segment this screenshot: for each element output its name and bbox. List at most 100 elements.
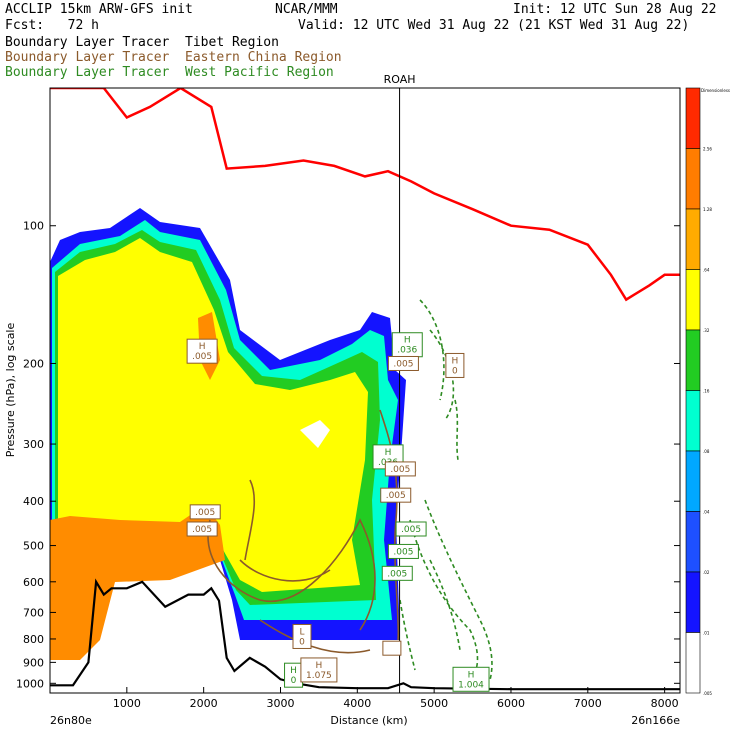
contour-label-box — [292, 623, 312, 649]
contour-label: .005 — [381, 565, 413, 581]
y-tick-label: 600 — [23, 576, 44, 589]
colorbar-level-label: .32 — [703, 328, 710, 333]
contour-label: .005 — [384, 461, 416, 477]
colorbar-level-label: 2.56 — [703, 147, 712, 152]
y-tick-label: 500 — [23, 540, 44, 553]
contour-label-text: L — [299, 627, 304, 637]
y-tick-label: 900 — [23, 656, 44, 669]
x-tick-label: 2000 — [190, 697, 218, 710]
colorbar-segment — [685, 450, 701, 512]
x-axis-start-label: 26n80e — [50, 714, 92, 727]
header-fcst: Fcst: 72 h — [5, 18, 99, 33]
contour-label: H.036 — [391, 332, 423, 358]
tropopause-line — [50, 88, 680, 302]
contour-label: H0 — [445, 352, 465, 378]
west-pacific-contours — [399, 299, 493, 681]
colorbar-level-label: .04 — [703, 510, 710, 515]
colorbar-level-label: .02 — [703, 570, 710, 575]
contour-label: .005 — [189, 504, 221, 520]
y-tick-label: 300 — [23, 438, 44, 451]
y-tick-label: 700 — [23, 606, 44, 619]
contour-label-box — [186, 521, 218, 537]
x-tick-label: 7000 — [574, 697, 602, 710]
contour-label-text: .005 — [387, 569, 407, 579]
y-tick-label: 100 — [23, 220, 44, 233]
contour-label-box — [391, 332, 423, 358]
contour-label: H1.004 — [452, 666, 490, 692]
colorbar-segment — [685, 208, 701, 270]
contour-label: H.005 — [186, 338, 218, 364]
contour-label-text: 0 — [291, 676, 297, 686]
contour-label-box — [387, 355, 419, 371]
contour-label-text: H — [290, 666, 297, 676]
y-axis-label: Pressure (hPa), log scale — [4, 323, 17, 458]
contour-label-text: H — [316, 661, 323, 671]
y-tick-label: 200 — [23, 357, 44, 370]
contour-label-text: 0 — [299, 637, 305, 647]
contour-label-text: .005 — [192, 525, 212, 535]
contour-label: L0 — [292, 623, 312, 649]
contour-label-box — [189, 504, 221, 520]
contour-label-text: H — [199, 342, 206, 352]
contour-label: H1.075 — [300, 657, 338, 683]
x-tick-label: 8000 — [651, 697, 679, 710]
contour-label-text: .005 — [195, 508, 215, 518]
contour-label-box — [384, 461, 416, 477]
legend-entry-west-pacific: Boundary Layer Tracer West Pacific Regio… — [5, 65, 334, 80]
contour-label-text: 0 — [452, 366, 458, 376]
x-tick-label: 6000 — [497, 697, 525, 710]
colorbar-segment — [685, 329, 701, 391]
contour-label-box — [395, 521, 427, 537]
colorbar-segment — [685, 571, 701, 633]
x-tick-label: 1000 — [113, 697, 141, 710]
colorbar-level-label: .64 — [703, 268, 710, 273]
contour-label-text: .005 — [393, 359, 413, 369]
contour-label-text: .005 — [390, 465, 410, 475]
colorbar-segment — [685, 87, 701, 149]
contour-label-box — [186, 338, 218, 364]
y-tick-label: 400 — [23, 495, 44, 508]
colorbar-segment — [685, 632, 701, 694]
header-org: NCAR/MMM — [275, 2, 338, 17]
x-tick-label: 4000 — [343, 697, 371, 710]
contour-label-text: 1.004 — [458, 680, 484, 690]
contour-label-text: .005 — [192, 352, 212, 362]
tracer-fill-cyan-pocket — [300, 420, 330, 448]
x-axis-end-label: 26n166e — [631, 714, 680, 727]
x-axis-label: Distance (km) — [330, 714, 407, 727]
tracer-fill-yellow — [58, 238, 368, 592]
y-tick-label: 1000 — [16, 677, 44, 690]
contour-label-text: H — [404, 336, 411, 346]
colorbar-level-label: .08 — [703, 449, 710, 454]
plot-frame — [49, 87, 681, 694]
legend-entry-tibet: Boundary Layer Tracer Tibet Region — [5, 35, 279, 50]
contour-label-box — [381, 565, 413, 581]
colorbar: Dimensionless 2.56 1.28 .64 .32 .16 .08 .04 .02.… — [685, 87, 730, 696]
colorbar-segment — [685, 511, 701, 573]
header-model: ACCLIP 15km ARW-GFS init — [5, 2, 193, 17]
colorbar-segment — [685, 269, 701, 331]
y-tick-label: 800 — [23, 633, 44, 646]
contour-label-text: H — [451, 356, 458, 366]
contour-label: .005 — [395, 521, 427, 537]
eastern-china-contours — [207, 409, 400, 654]
contour-label: H0 — [284, 662, 304, 688]
plot-area — [50, 88, 680, 691]
contour-label-text: .005 — [386, 491, 406, 501]
colorbar-segment — [685, 148, 701, 210]
colorbar-level-label: .01 — [703, 631, 710, 636]
contour-label: .005 — [186, 521, 218, 537]
contour-label-text: H — [468, 670, 475, 680]
contour-label-text: .005 — [401, 525, 421, 535]
contour-label-box — [380, 487, 412, 503]
contour-label-box — [452, 666, 490, 692]
contour-label-box — [382, 640, 402, 656]
colorbar-level-label: .005 — [703, 691, 712, 696]
contour-label-box — [387, 543, 419, 559]
contour-label: .005 — [387, 355, 419, 371]
contour-label — [382, 640, 402, 656]
header-valid: Valid: 12 UTC Wed 31 Aug 22 (21 KST Wed … — [298, 18, 690, 33]
colorbar-level-label: .16 — [703, 389, 710, 394]
colorbar-title: Dimensionless — [701, 88, 730, 93]
